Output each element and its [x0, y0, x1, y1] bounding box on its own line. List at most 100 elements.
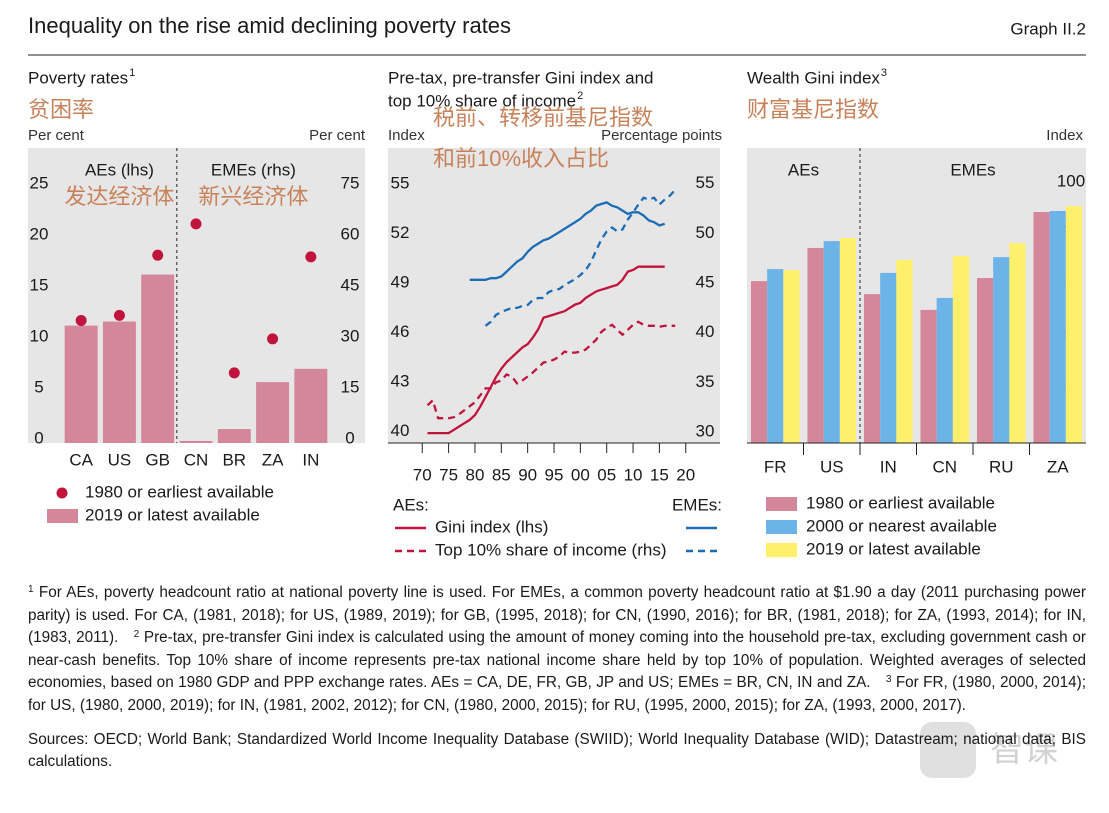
y-tick-label: 100 — [1057, 172, 1085, 191]
legend-label: 1980 or earliest available — [85, 482, 274, 501]
note-mark: 1 — [28, 584, 34, 595]
plot-area — [747, 148, 1086, 443]
group-label: EMEs (rhs) — [211, 160, 296, 179]
legend-swatch — [56, 487, 68, 499]
y2-tick-label: 50 — [696, 223, 715, 242]
x-tick-label: RU — [989, 457, 1014, 476]
legend-label: 1980 or earliest available — [806, 493, 995, 512]
y-tick-label: 20 — [30, 224, 49, 243]
x-tick-label: 70 — [413, 465, 432, 484]
x-tick-label: 75 — [439, 465, 458, 484]
bar — [976, 278, 994, 443]
dot — [228, 367, 240, 379]
title-note: 1 — [129, 67, 135, 79]
note-text: For FR, (1980, 2000, 2014); for US, (198… — [28, 674, 1086, 714]
dot — [152, 249, 164, 261]
y-tick-label: 55 — [391, 174, 410, 193]
y2-tick-label: 45 — [341, 275, 360, 294]
line — [484, 188, 677, 327]
x-tick-label: 85 — [492, 465, 511, 484]
x-tick-label: BR — [222, 450, 246, 469]
watermark-icon — [920, 722, 976, 778]
bar — [783, 270, 800, 443]
graph-label: Graph II.2 — [1010, 19, 1086, 38]
bar — [64, 325, 98, 443]
bar — [839, 238, 857, 443]
legend-label: Top 10% share of income (rhs) — [435, 540, 667, 559]
y2-tick-label: 60 — [341, 224, 360, 243]
annotation: 财富基尼指数 — [747, 97, 879, 122]
notes: 1 For AEs, poverty headcount ratio at na… — [28, 582, 1086, 785]
y-tick-label: 52 — [391, 223, 410, 242]
x-tick-label: US — [820, 457, 844, 476]
y-tick-label: 40 — [391, 421, 410, 440]
y-tick-label: 5 — [34, 377, 43, 396]
bar — [767, 269, 784, 443]
y-tick-label: 43 — [391, 372, 410, 391]
bar — [920, 309, 937, 443]
x-tick-label: FR — [764, 457, 787, 476]
y2-tick-label: 30 — [341, 326, 360, 345]
annotation: 发达经济体 — [64, 184, 174, 209]
bar — [807, 247, 824, 443]
y-tick-label: 10 — [30, 326, 49, 345]
plot-area — [388, 148, 720, 443]
x-tick-label: 05 — [597, 465, 616, 484]
bar — [141, 274, 175, 443]
dot — [305, 251, 317, 263]
y2-tick-label: 0 — [345, 428, 354, 447]
panel-title: top 10% share of income — [388, 91, 576, 110]
title-note: 3 — [881, 67, 887, 79]
group-label: AEs (lhs) — [85, 160, 154, 179]
legend-label: 2019 or latest available — [806, 539, 981, 558]
x-tick-label: IN — [880, 457, 897, 476]
note-text: For AEs, poverty headcount ratio at nati… — [28, 584, 1087, 647]
annotation: 贫困率 — [28, 97, 94, 122]
bar — [294, 368, 328, 443]
annotation: 新兴经济体 — [198, 184, 308, 209]
note-text: Pre-tax, pre-transfer Gini index is calc… — [28, 629, 1086, 692]
y2-tick-label: 75 — [341, 173, 360, 192]
bar — [880, 272, 897, 443]
bar — [102, 321, 136, 443]
x-tick-label: ZA — [1047, 457, 1069, 476]
dot — [75, 315, 87, 327]
legend-swatch — [766, 543, 797, 557]
y2-tick-label: 45 — [696, 273, 715, 292]
panel-title: Wealth Gini index — [747, 68, 880, 87]
panel-title: Poverty rates — [28, 68, 128, 87]
bar — [993, 257, 1010, 443]
legend-swatch — [766, 497, 797, 511]
x-tick-label: 10 — [624, 465, 643, 484]
bar — [217, 429, 251, 443]
x-tick-label: 80 — [465, 465, 484, 484]
bar — [952, 256, 970, 443]
y2-tick-label: 30 — [696, 422, 715, 441]
legend-swatch — [47, 509, 78, 523]
y2-tick-label: 40 — [696, 322, 715, 341]
note-mark: 3 — [885, 674, 892, 686]
bar — [823, 241, 840, 443]
legend-group: AEs: — [393, 495, 429, 514]
bar — [179, 440, 213, 443]
y-tick-label: 15 — [30, 275, 49, 294]
group-label: AEs — [788, 160, 819, 179]
title-note: 2 — [577, 90, 583, 102]
y2-tick-label: 35 — [696, 372, 715, 391]
bar — [896, 259, 913, 443]
x-tick-label: ZA — [262, 450, 284, 469]
y-tick-label: 0 — [34, 428, 43, 447]
y-tick-label: 25 — [30, 173, 49, 192]
dot — [267, 333, 279, 345]
x-tick-label: GB — [145, 450, 170, 469]
bar — [1049, 210, 1066, 443]
legend-label: Gini index (lhs) — [435, 517, 548, 536]
x-tick-label: 95 — [545, 465, 564, 484]
x-tick-label: 90 — [518, 465, 537, 484]
bar — [1009, 243, 1026, 443]
legend-label: 2019 or latest available — [85, 505, 260, 524]
x-tick-label: US — [108, 450, 132, 469]
x-tick-label: 15 — [650, 465, 669, 484]
bar — [1065, 206, 1083, 443]
